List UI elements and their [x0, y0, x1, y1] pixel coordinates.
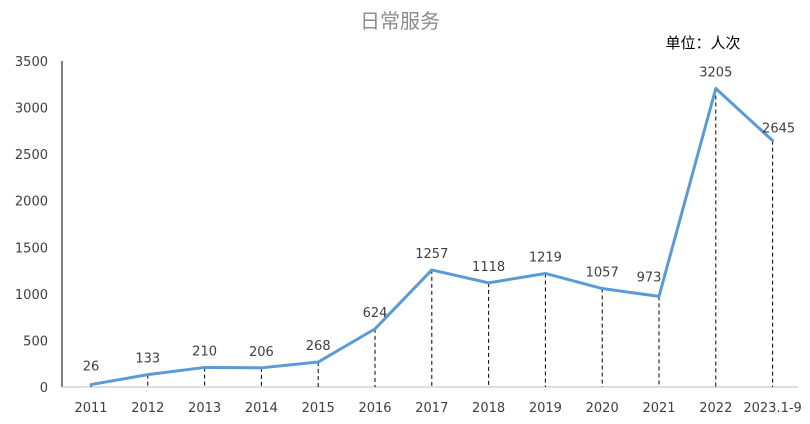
x-tick-label: 2023.1-9 [743, 401, 801, 416]
y-tick-label: 3500 [15, 55, 48, 70]
data-label: 2645 [762, 122, 795, 137]
data-label: 206 [249, 345, 274, 360]
y-tick-label: 0 [40, 381, 48, 396]
x-tick-label: 2014 [245, 401, 278, 416]
data-label: 133 [135, 352, 160, 367]
chart-title: 日常服务 [360, 9, 440, 33]
data-labels: 26 133 210 206 268 624 1257 1118 1219 1057 973 3205… [83, 65, 795, 374]
data-label: 3205 [699, 65, 732, 80]
y-tick-label: 2500 [15, 148, 48, 163]
drop-lines [90, 88, 774, 387]
x-tick-label: 2020 [586, 401, 619, 416]
data-label: 210 [192, 344, 217, 359]
y-tick-label: 500 [23, 334, 48, 349]
y-tick-label: 3000 [15, 102, 48, 117]
data-label: 973 [637, 270, 662, 285]
y-tick-label: 1000 [15, 288, 48, 303]
y-tick-labels: 0 500 1000 1500 2000 2500 3000 3500 [15, 55, 48, 396]
data-label: 1219 [529, 250, 562, 265]
x-tick-label: 2017 [415, 401, 448, 416]
x-tick-label: 2022 [699, 401, 732, 416]
data-label: 1057 [586, 266, 619, 281]
x-tick-label: 2016 [358, 401, 391, 416]
x-tick-label: 2021 [642, 401, 675, 416]
unit-label: 单位：人次 [665, 34, 740, 52]
x-tick-label: 2019 [529, 401, 562, 416]
x-tick-label: 2011 [74, 401, 107, 416]
y-tick-label: 1500 [15, 241, 48, 256]
x-tick-label: 2015 [302, 401, 335, 416]
x-tick-label: 2018 [472, 401, 505, 416]
x-tick-label: 2012 [131, 401, 164, 416]
y-tick-label: 2000 [15, 195, 48, 210]
x-tick-labels: 2011 2012 2013 2014 2015 2016 2017 2018 2019 2020… [74, 401, 801, 416]
x-tick-label: 2013 [188, 401, 221, 416]
data-label: 1118 [472, 260, 505, 275]
data-label: 268 [306, 339, 331, 354]
series-line [89, 86, 775, 387]
data-label: 1257 [415, 247, 448, 262]
data-label: 26 [83, 360, 100, 375]
data-label: 624 [363, 306, 388, 321]
